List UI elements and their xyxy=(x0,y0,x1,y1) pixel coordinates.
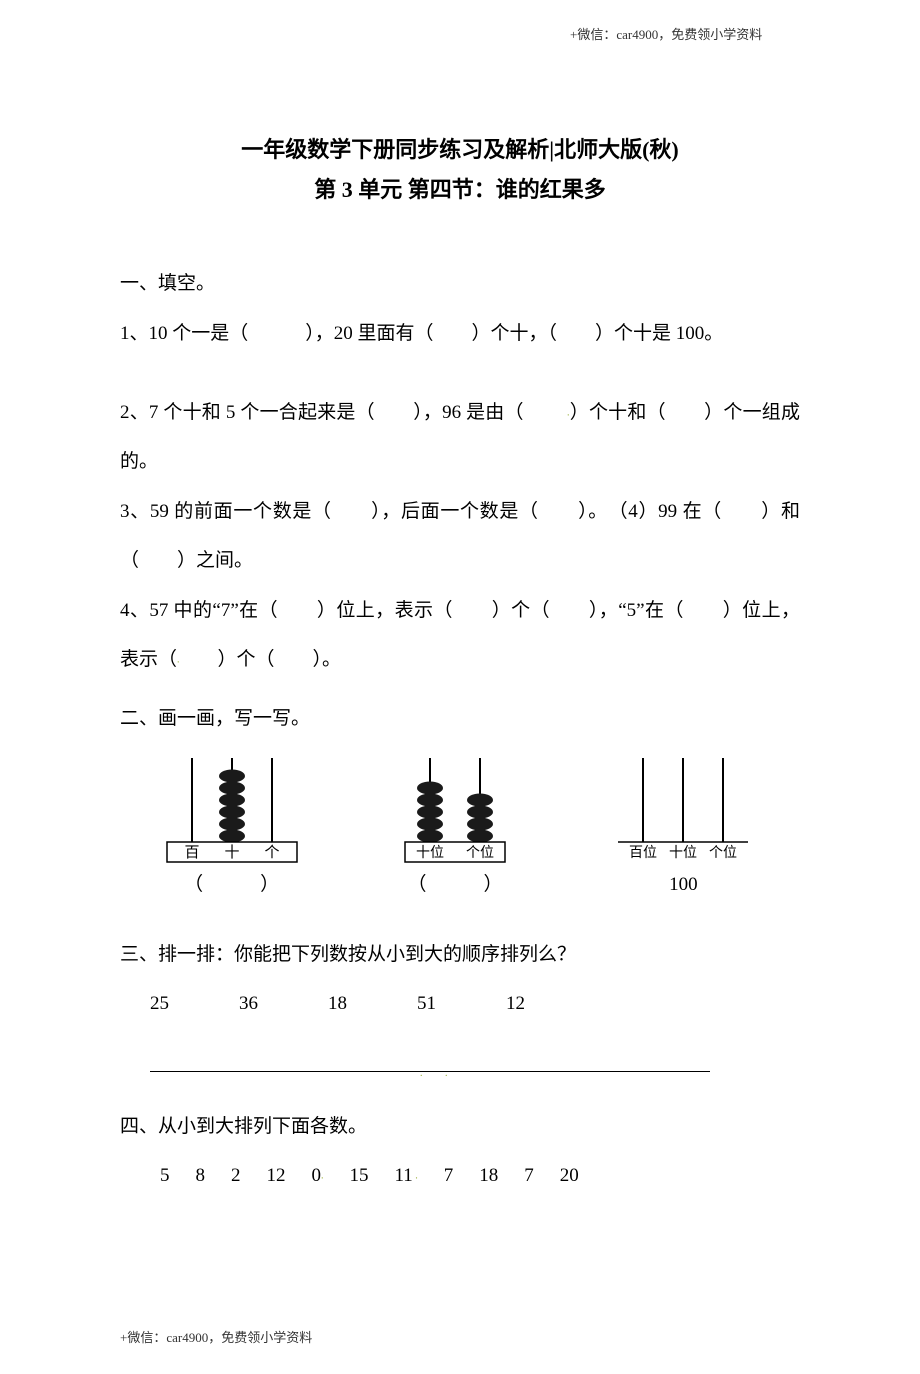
svg-text:十位: 十位 xyxy=(416,845,444,861)
sort2-n3: 12 xyxy=(267,1151,286,1200)
svg-text:百: 百 xyxy=(184,845,199,861)
sort2-n4: 0. xyxy=(312,1151,324,1200)
question-1: 1、10 个一是（ ），20 里面有（ ）个十，（ ）个十是 100。 xyxy=(120,309,800,358)
sort1-n2: 18 xyxy=(328,979,347,1028)
answer-line: . . xyxy=(150,1069,710,1072)
header-note: +微信：car4900，免费领小学资料 xyxy=(570,18,762,52)
sort1-n3: 51 xyxy=(417,979,436,1028)
sort2-n8: 18 xyxy=(479,1151,498,1200)
svg-text:个: 个 xyxy=(264,844,279,861)
question-3: 3、59 的前面一个数是（ ），后面一个数是（ ）。 （4）99 在（ ）和（ … xyxy=(120,487,800,586)
accent-dots: . . xyxy=(420,1061,458,1087)
svg-text:百位: 百位 xyxy=(629,845,657,861)
svg-text:十位: 十位 xyxy=(669,845,697,861)
abacus-2: 十位 个位 （ ） xyxy=(385,754,525,900)
section-1-label: 一、填空。 xyxy=(120,259,800,308)
page-title-line2: 第 3 单元 第四节：谁的红果多 xyxy=(120,170,800,210)
sort1-n1: 36 xyxy=(239,979,258,1028)
sort2-n10: 20 xyxy=(560,1151,579,1200)
sort2-n0: 5 xyxy=(160,1151,170,1200)
page-title-line1: 一年级数学下册同步练习及解析|北师大版(秋) xyxy=(120,130,800,170)
svg-text:十: 十 xyxy=(224,844,239,861)
sort2-n4-val: 0 xyxy=(312,1165,322,1186)
footer-note: +微信：car4900，免费领小学资料 xyxy=(0,1321,920,1374)
section-4-label: 四、从小到大排列下面各数。 xyxy=(120,1102,800,1151)
abacus-1-caption: （ ） xyxy=(184,870,279,900)
accent-dot: . xyxy=(413,1171,418,1182)
svg-text:个位: 个位 xyxy=(466,845,494,861)
question-2a: 2、7 个十和 5 个一合起来是（ ），96 是由（ xyxy=(120,402,567,423)
question-4: 4、57 中的“7”在（ ）位上，表示（ ）个（ ），“5”在（ ）位上，表示（… xyxy=(120,586,800,685)
sort2-n2: 2 xyxy=(231,1151,241,1200)
question-2: 2、7 个十和 5 个一合起来是（ ），96 是由（ .）个十和（ ）个一组成的… xyxy=(120,388,800,487)
abacus-1-svg: 百十个 xyxy=(162,754,302,864)
sort2-n6-val: 11 xyxy=(395,1165,413,1186)
sort-numbers-1: 25 36 18 51 12 xyxy=(120,979,800,1028)
sort-numbers-2: 5 8 2 12 0. 15 11 . 7 18 7 20 xyxy=(120,1151,800,1200)
abacus-2-caption: （ ） xyxy=(407,870,502,900)
sort2-n7: 7 xyxy=(444,1151,454,1200)
svg-text:个位: 个位 xyxy=(709,845,737,861)
abacus-3-svg: 百位十位个位 xyxy=(608,754,758,864)
sort1-n0: 25 xyxy=(150,979,169,1028)
abacus-1: 百 十 个 （ ） xyxy=(162,754,302,900)
abacus-3: 百位十位个位 100 xyxy=(608,754,758,900)
section-2-label: 二、画一画，写一写。 xyxy=(120,694,800,743)
sort2-n1: 8 xyxy=(196,1151,206,1200)
accent-dot: . xyxy=(321,1171,324,1182)
section-3-label: 三、排一排：你能把下列数按从小到大的顺序排列么？ xyxy=(120,930,800,979)
sort2-n6: 11 . xyxy=(395,1151,418,1200)
question-4b: ）个（ ）。 xyxy=(180,649,342,670)
abacus-row: 百十个 （ ） 十位个位 （ ） 百位十位个位 100 xyxy=(120,754,800,900)
sort2-n5: 15 xyxy=(350,1151,369,1200)
sort2-n9: 7 xyxy=(524,1151,534,1200)
sort1-n4: 12 xyxy=(506,979,525,1028)
abacus-2-svg: 十位 个位 xyxy=(385,754,525,864)
abacus-3-caption: 100 xyxy=(669,870,698,900)
